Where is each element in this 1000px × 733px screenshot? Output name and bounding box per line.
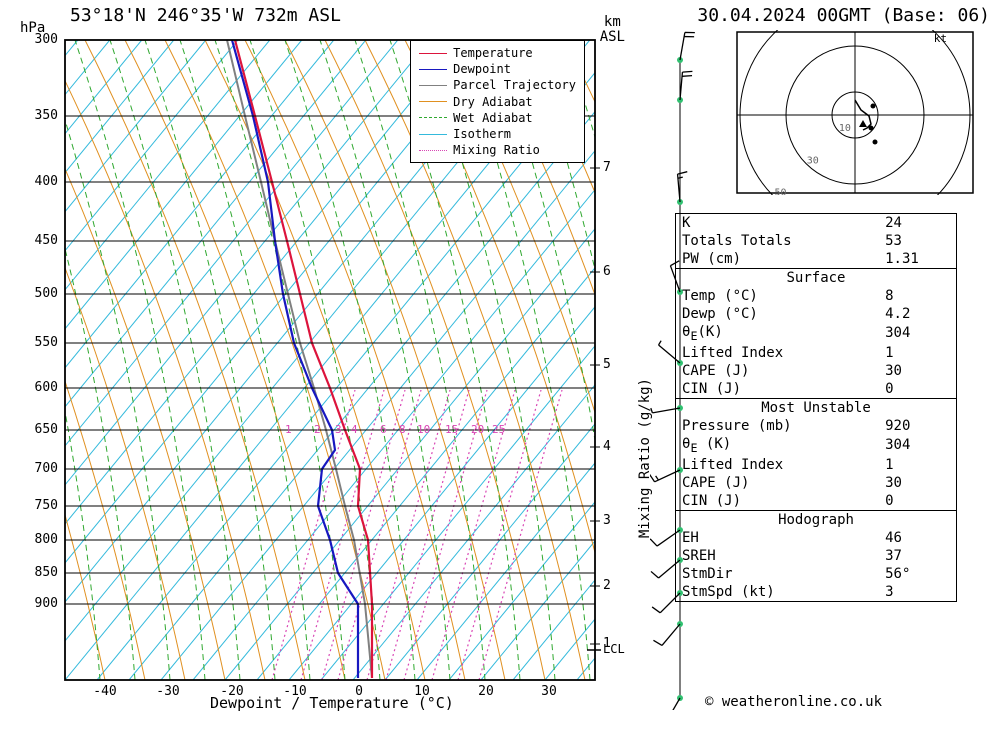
svg-text:10: 10 xyxy=(839,123,851,134)
hodograph-svg: 10 30 50 xyxy=(735,30,975,195)
copyright: © weatheronline.co.uk xyxy=(705,694,882,710)
indices-table: K24Totals Totals53PW (cm)1.31SurfaceTemp… xyxy=(675,213,957,602)
legend-item: Wet Adiabat xyxy=(419,110,576,126)
legend-item: Isotherm xyxy=(419,126,576,142)
svg-text:50: 50 xyxy=(775,188,787,196)
skewt-diagram: hPa kmASL Mixing Ratio (g/kg) Dewpoint /… xyxy=(10,10,650,710)
legend-item: Dewpoint xyxy=(419,61,576,77)
legend-item: Mixing Ratio xyxy=(419,142,576,158)
y2-axis-label: kmASL xyxy=(600,15,625,46)
legend: TemperatureDewpointParcel TrajectoryDry … xyxy=(410,40,585,163)
kt-label: kt xyxy=(934,32,947,45)
svg-text:30: 30 xyxy=(807,155,819,166)
hodograph: kt 10 30 50 xyxy=(735,30,975,195)
legend-item: Temperature xyxy=(419,45,576,61)
lcl-label: LCL xyxy=(603,642,625,656)
legend-item: Parcel Trajectory xyxy=(419,77,576,93)
legend-item: Dry Adiabat xyxy=(419,94,576,110)
